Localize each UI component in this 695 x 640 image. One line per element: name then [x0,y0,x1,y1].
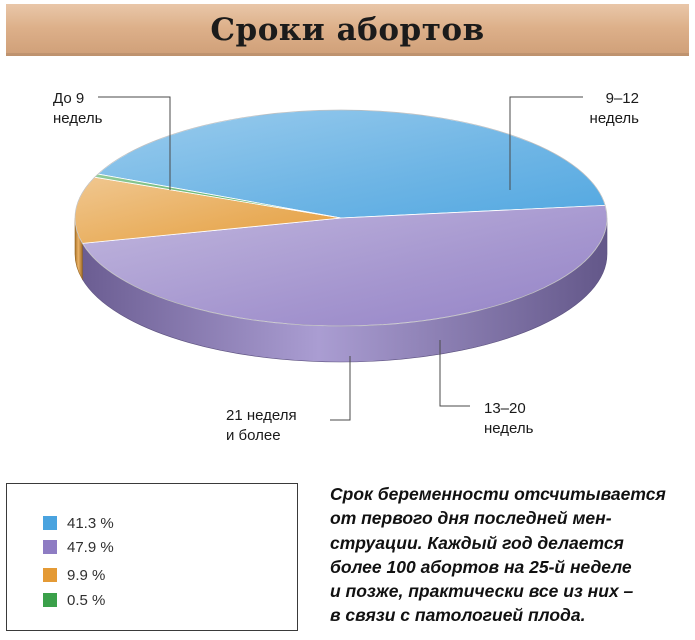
slice-label-1: 9–12 [606,90,639,107]
leader-line-0 [98,96,171,190]
pie-chart: До 9 недель 9–12 недель 13–20 недель 21 неделя… [53,90,640,444]
pie-slice-0 [97,109,606,219]
legend-swatch-0 [43,516,57,530]
legend-swatch-1 [43,540,57,554]
legend-label-2: 9.9 % [67,566,106,584]
legend-item-1: 47.9 % [43,538,114,556]
pie-slice-1 [81,204,608,327]
slice-label-2: 13–20 [484,400,526,417]
leader-line-2 [439,340,470,407]
slice-label-1: недель [590,110,640,127]
slice-label-0: До 9 [53,90,84,107]
explanatory-note: Срок беременности отсчитывается от перво… [330,482,690,628]
legend-item-3: 0.5 % [43,591,105,609]
note-line: в связи с патологией плода. [330,605,586,626]
slice-label-3: и более [226,427,281,444]
legend-label-0: 41.3 % [67,514,114,532]
slice-label-2: недель [484,420,534,437]
note-line: и позже, практически все из них – [330,581,634,602]
legend: 41.3 % 47.9 % 9.9 % 0.5 % [6,483,298,631]
note-line: Срок беременности отсчитывается [330,484,666,504]
legend-label-3: 0.5 % [67,591,106,609]
legend-label-1: 47.9 % [67,538,114,556]
pie-slice-2 [74,176,342,244]
note-line: струации. Каждый год делается [330,532,624,553]
title-banner: Сроки абортов [6,4,689,56]
pie-outline [74,109,608,327]
legend-swatch-3 [43,593,57,607]
slice-label-3: 21 неделя [226,407,297,424]
note-line: от первого дня последней мен- [330,508,612,529]
leader-line-1 [509,96,583,190]
note-line: более 100 абортов на 25-й неделе [330,556,632,577]
pie-slice-3 [93,173,342,219]
legend-item-0: 41.3 % [43,514,114,532]
legend-swatch-2 [43,568,57,582]
legend-item-2: 9.9 % [43,566,105,584]
leader-line-3 [330,356,351,421]
chart-title: Сроки абортов [210,12,485,48]
slice-label-0: недель [53,110,103,127]
